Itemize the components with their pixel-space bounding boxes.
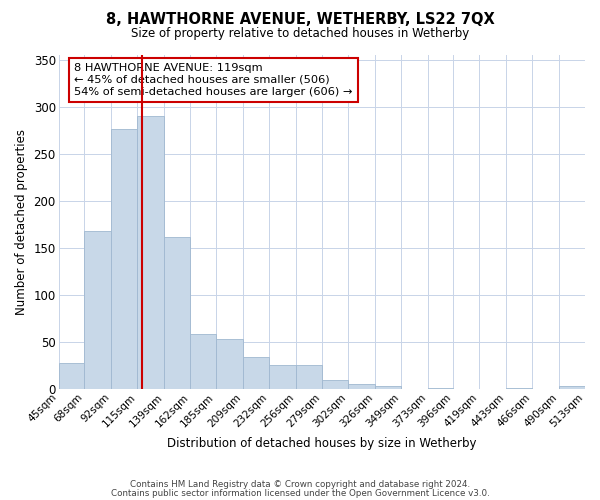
- Text: Size of property relative to detached houses in Wetherby: Size of property relative to detached ho…: [131, 28, 469, 40]
- Text: 8 HAWTHORNE AVENUE: 119sqm
← 45% of detached houses are smaller (506)
54% of sem: 8 HAWTHORNE AVENUE: 119sqm ← 45% of deta…: [74, 64, 353, 96]
- Bar: [374, 386, 401, 389]
- Y-axis label: Number of detached properties: Number of detached properties: [15, 129, 28, 315]
- Text: Contains HM Land Registry data © Crown copyright and database right 2024.: Contains HM Land Registry data © Crown c…: [130, 480, 470, 489]
- Bar: [85, 231, 112, 389]
- Bar: [59, 362, 85, 389]
- Bar: [164, 236, 190, 389]
- Bar: [112, 130, 137, 389]
- Bar: [506, 388, 532, 389]
- Bar: [559, 386, 585, 389]
- Bar: [347, 384, 374, 389]
- Bar: [190, 334, 216, 389]
- Bar: [428, 388, 454, 389]
- Text: 8, HAWTHORNE AVENUE, WETHERBY, LS22 7QX: 8, HAWTHORNE AVENUE, WETHERBY, LS22 7QX: [106, 12, 494, 28]
- Bar: [216, 339, 243, 389]
- Bar: [243, 357, 269, 389]
- Bar: [296, 364, 322, 389]
- Bar: [322, 380, 347, 389]
- Text: Contains public sector information licensed under the Open Government Licence v3: Contains public sector information licen…: [110, 489, 490, 498]
- Bar: [269, 364, 296, 389]
- Bar: [137, 116, 164, 389]
- X-axis label: Distribution of detached houses by size in Wetherby: Distribution of detached houses by size …: [167, 437, 476, 450]
